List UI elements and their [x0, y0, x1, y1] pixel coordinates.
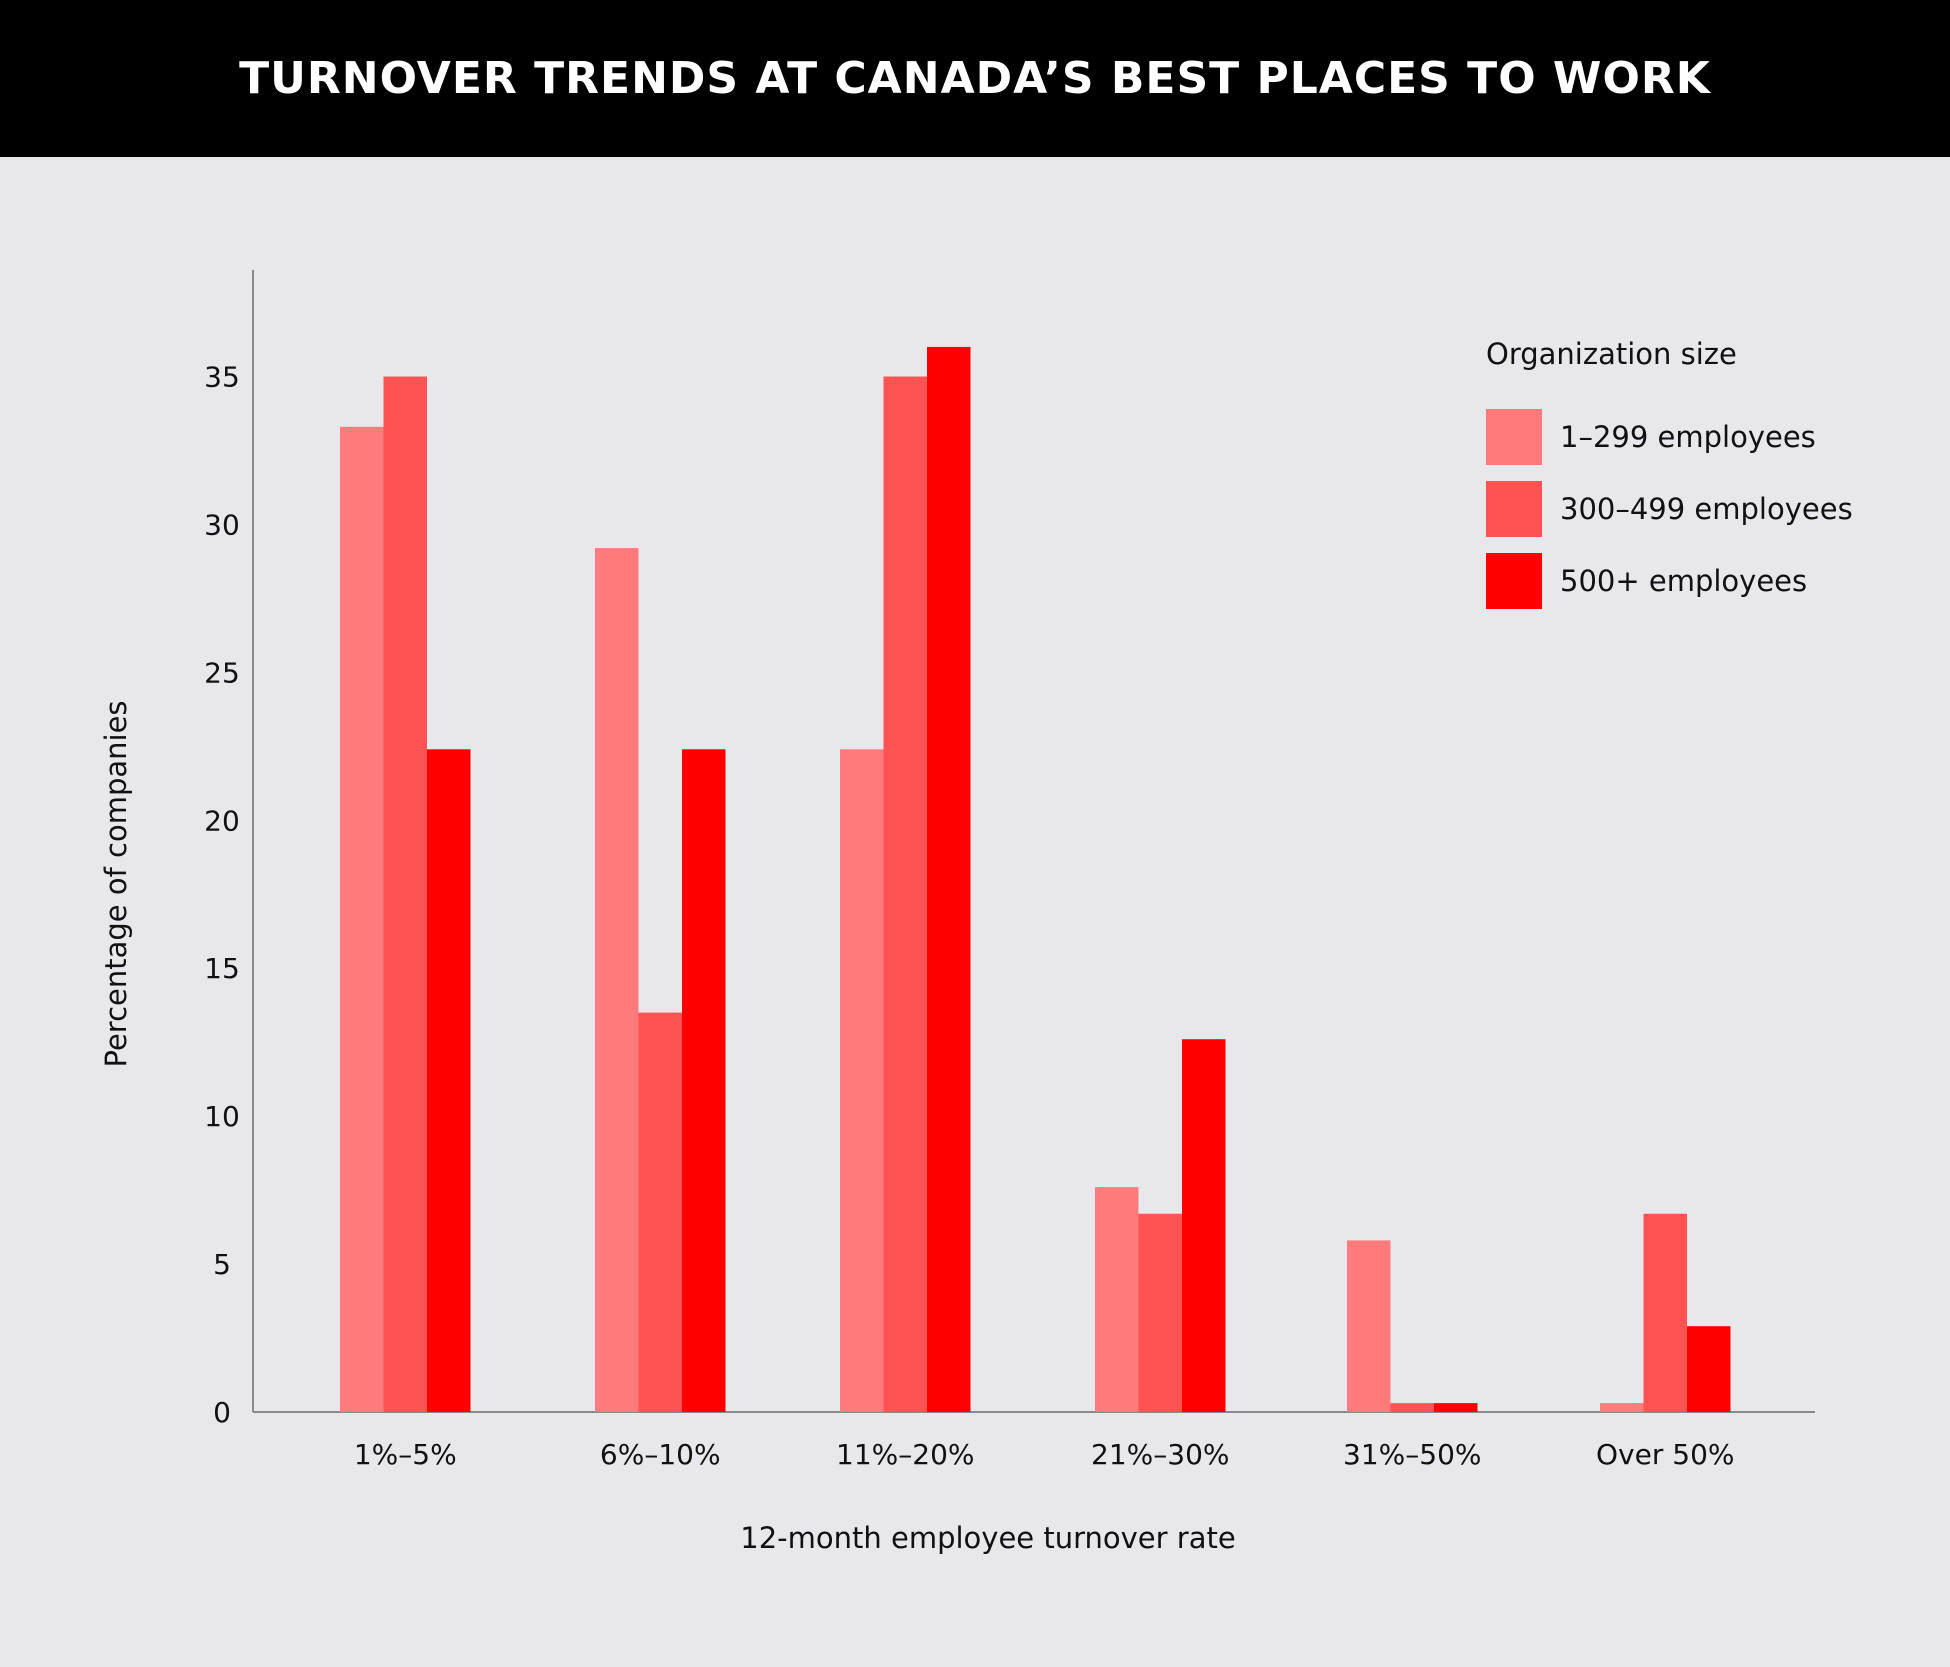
x-tick-label: 21%–30% [1091, 1438, 1229, 1471]
bar [1347, 1240, 1391, 1412]
y-tick-label: 5 [213, 1248, 231, 1281]
x-tick-label: 6%–10% [600, 1438, 721, 1471]
bar [340, 426, 384, 1412]
legend-swatch [1486, 481, 1542, 537]
bars [340, 346, 1731, 1413]
x-axis-title: 12-month employee turnover rate [740, 1521, 1235, 1555]
y-tick-label: 35 [204, 361, 240, 394]
y-axis-title: Percentage of companies [99, 700, 133, 1067]
bar [1390, 1403, 1434, 1412]
legend: Organization size 1–299 employees 300–499 … [1486, 337, 1853, 609]
y-tick-label: 30 [204, 508, 240, 541]
legend-swatch [1486, 409, 1542, 465]
legend-swatch [1486, 553, 1542, 609]
x-tick-label: 31%–50% [1343, 1438, 1481, 1471]
bar [840, 749, 884, 1412]
bar [682, 749, 726, 1412]
bar [883, 376, 927, 1412]
y-tick-label: 15 [204, 952, 240, 985]
x-tick-label: 11%–20% [836, 1438, 974, 1471]
bar [1138, 1213, 1182, 1412]
bar [383, 376, 427, 1412]
legend-label: 300–499 employees [1560, 492, 1853, 526]
chart-title: TURNOVER TRENDS AT CANADA’S BEST PLACES … [239, 53, 1711, 104]
bar [1643, 1213, 1687, 1412]
bar [595, 548, 639, 1412]
bar [1095, 1187, 1139, 1412]
legend-label: 500+ employees [1560, 564, 1807, 598]
y-tick-label: 20 [204, 804, 240, 837]
bar [927, 346, 971, 1413]
bar [638, 1012, 682, 1412]
bar [1182, 1039, 1226, 1412]
x-tick-label: 1%–5% [354, 1438, 457, 1471]
bar [1434, 1403, 1478, 1412]
chart-header: TURNOVER TRENDS AT CANADA’S BEST PLACES … [0, 0, 1950, 157]
bar [1600, 1403, 1644, 1412]
legend-title: Organization size [1486, 337, 1737, 371]
y-tick-label: 10 [204, 1100, 240, 1133]
y-tick-label: 25 [204, 656, 240, 689]
legend-label: 1–299 employees [1560, 420, 1816, 454]
y-tick-label: 0 [213, 1396, 231, 1429]
x-tick-label: Over 50% [1596, 1438, 1734, 1471]
bar [1687, 1326, 1731, 1412]
bar [427, 749, 471, 1412]
category-labels: 1%–5% 6%–10% 11%–20% 21%–30% 31%–50% Over 50% [354, 1438, 1735, 1471]
y-axis: 0 5 10 15 20 25 30 35 [204, 270, 254, 1429]
